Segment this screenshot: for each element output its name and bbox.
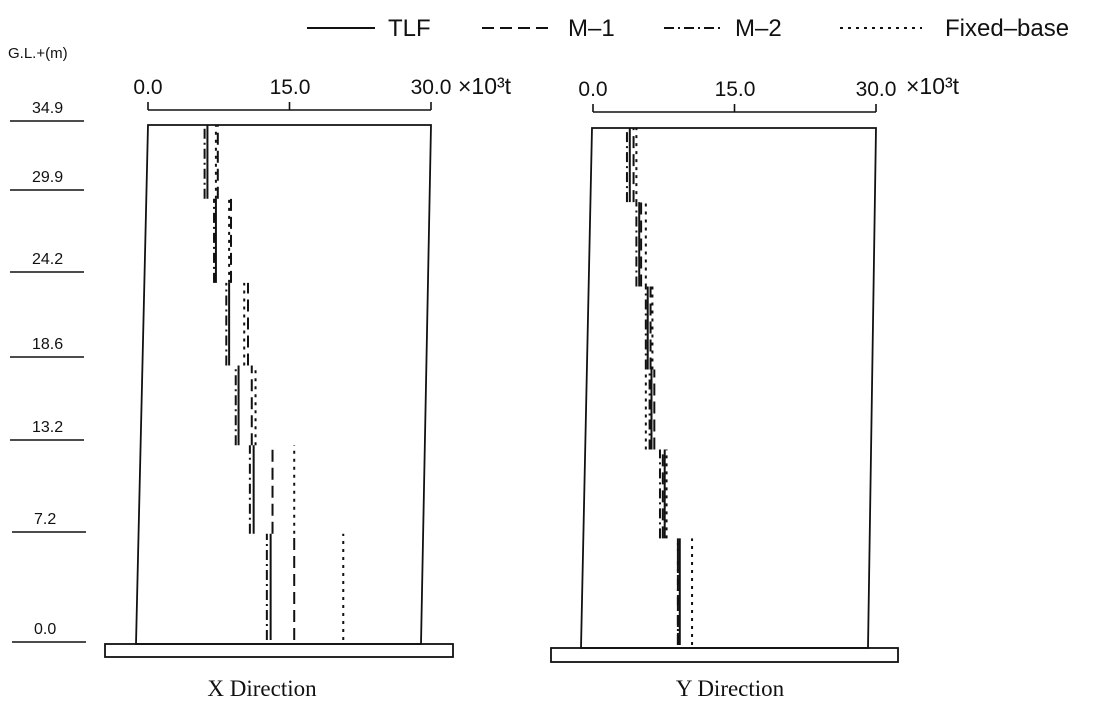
level-label-13-2: 13.2 <box>32 419 63 436</box>
legend-label-m2: M–2 <box>735 15 782 42</box>
x-panel-series <box>203 125 345 640</box>
y-panel-tick-label-30: 30.0 <box>856 78 897 101</box>
x-panel-caption: X Direction <box>207 676 317 701</box>
y-panel-foundation <box>550 647 899 663</box>
legend: TLF M–1 M–2 Fixed–base <box>307 15 1069 42</box>
panel-y-direction: 0.0 15.0 30.0 ×10³t Y Direction <box>550 73 960 701</box>
level-labels: 0.0 7.2 13.2 18.6 24.2 29.9 34.9 <box>10 100 86 643</box>
level-label-34-9: 34.9 <box>32 100 63 117</box>
legend-entry-fixed-base: Fixed–base <box>840 15 1069 42</box>
y-panel-tick-label-15: 15.0 <box>715 78 756 101</box>
level-label-7-2: 7.2 <box>34 511 56 528</box>
level-label-24-2: 24.2 <box>32 251 63 268</box>
legend-label-m1: M–1 <box>568 15 615 42</box>
x-panel-foundation <box>104 643 454 658</box>
y-panel-caption: Y Direction <box>676 676 785 701</box>
y-panel-tick-label-0: 0.0 <box>578 78 607 101</box>
x-panel-tick-label-0: 0.0 <box>133 76 162 99</box>
y-panel-axis: 0.0 15.0 30.0 ×10³t <box>578 73 960 113</box>
legend-entry-m2: M–2 <box>664 15 782 42</box>
level-label-18-6: 18.6 <box>32 336 63 353</box>
legend-label-fixed-base: Fixed–base <box>945 15 1069 42</box>
level-label-29-9: 29.9 <box>32 169 63 186</box>
legend-entry-tlf: TLF <box>307 15 431 42</box>
x-panel-unit-label: ×10³t <box>458 73 512 99</box>
x-panel-tick-label-15: 15.0 <box>270 76 311 99</box>
x-panel-tick-label-30: 30.0 <box>411 76 452 99</box>
y-axis-label: G.L.+(m) <box>8 45 68 62</box>
panel-x-direction: 0.0 15.0 30.0 ×10³t X Direction <box>104 73 512 701</box>
x-panel-axis: 0.0 15.0 30.0 ×10³t <box>133 73 512 111</box>
legend-label-tlf: TLF <box>388 15 431 42</box>
y-panel-unit-label: ×10³t <box>906 73 960 99</box>
y-panel-series <box>625 128 694 645</box>
y-panel-building-frame <box>580 127 877 649</box>
level-label-0-0: 0.0 <box>34 621 56 638</box>
legend-entry-m1: M–1 <box>482 15 615 42</box>
x-panel-building-frame <box>135 124 432 645</box>
